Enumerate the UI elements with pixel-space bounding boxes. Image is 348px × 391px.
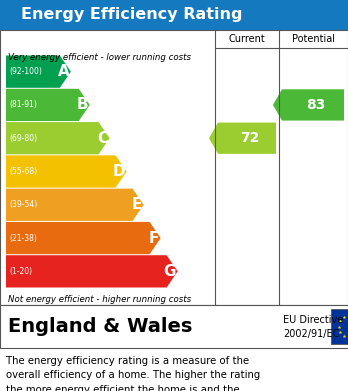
Text: (1-20): (1-20) <box>9 267 32 276</box>
Text: Current: Current <box>229 34 266 44</box>
Text: (69-80): (69-80) <box>9 134 37 143</box>
Bar <box>0 30 348 305</box>
Text: (39-54): (39-54) <box>9 200 37 209</box>
Text: A: A <box>58 64 69 79</box>
Polygon shape <box>6 222 161 254</box>
Polygon shape <box>6 89 90 121</box>
Text: Potential: Potential <box>292 34 335 44</box>
Polygon shape <box>6 122 110 154</box>
Text: 72: 72 <box>240 131 260 145</box>
Text: England & Wales: England & Wales <box>8 317 192 336</box>
Text: C: C <box>97 131 108 146</box>
Polygon shape <box>273 89 344 120</box>
Text: The energy efficiency rating is a measure of the
overall efficiency of a home. T: The energy efficiency rating is a measur… <box>6 356 260 391</box>
Text: (92-100): (92-100) <box>9 67 42 76</box>
Text: F: F <box>149 231 159 246</box>
Text: Not energy efficient - higher running costs: Not energy efficient - higher running co… <box>8 296 191 305</box>
Bar <box>0 305 348 348</box>
Polygon shape <box>6 56 71 88</box>
Text: EU Directive: EU Directive <box>283 315 343 325</box>
Polygon shape <box>6 188 144 221</box>
Text: (21-38): (21-38) <box>9 233 37 242</box>
Text: Energy Efficiency Rating: Energy Efficiency Rating <box>22 7 243 23</box>
Text: G: G <box>164 264 176 279</box>
Text: 2002/91/EC: 2002/91/EC <box>283 329 339 339</box>
Text: B: B <box>77 97 88 113</box>
Text: D: D <box>112 164 125 179</box>
Polygon shape <box>6 155 127 188</box>
Text: (55-68): (55-68) <box>9 167 37 176</box>
Bar <box>0 0 348 30</box>
Polygon shape <box>209 122 276 154</box>
Text: Very energy efficient - lower running costs: Very energy efficient - lower running co… <box>8 52 191 61</box>
Text: 83: 83 <box>306 98 326 112</box>
Text: E: E <box>132 197 142 212</box>
Text: (81-91): (81-91) <box>9 100 37 109</box>
Polygon shape <box>6 255 177 287</box>
Bar <box>331 309 348 344</box>
